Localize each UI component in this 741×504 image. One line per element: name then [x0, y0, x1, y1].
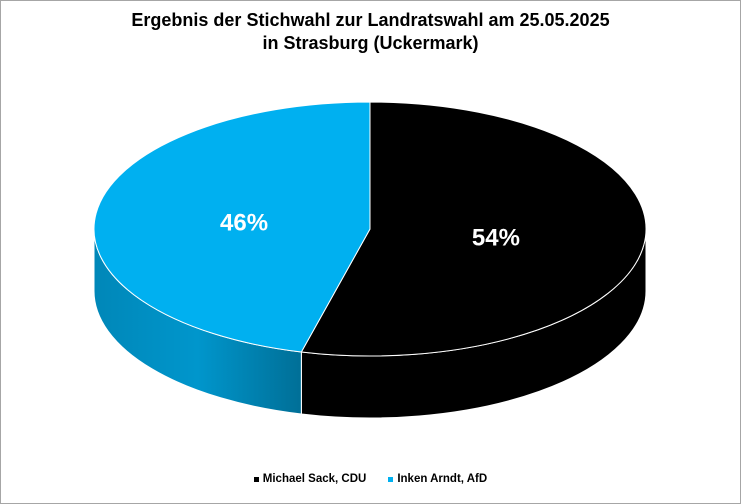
chart-title-line-2: in Strasburg (Uckermark): [262, 33, 479, 53]
legend-swatch-cdu: [253, 476, 259, 482]
chart-title-line-1: Ergebnis der Stichwahl zur Landratswahl …: [131, 10, 610, 30]
data-label-cdu: 54%: [472, 224, 520, 251]
chart-title: Ergebnis der Stichwahl zur Landratswahl …: [1, 9, 740, 55]
legend-swatch-afd: [388, 476, 394, 482]
data-label-afd: 46%: [220, 210, 268, 237]
pie-slice-cdu: [300, 101, 647, 357]
legend-entry-cdu: Michael Sack, CDU: [253, 473, 367, 485]
legend-label-cdu: Michael Sack, CDU: [262, 473, 367, 485]
legend-label-afd: Inken Arndt, AfD: [397, 473, 488, 485]
legend-entry-afd: Inken Arndt, AfD: [388, 473, 487, 485]
chart-legend: Michael Sack, CDU Inken Arndt, AfD: [1, 473, 740, 485]
pie-slice-afd: [93, 101, 371, 353]
